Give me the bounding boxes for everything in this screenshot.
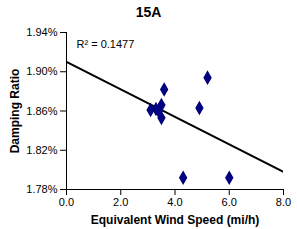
- svg-text:1.82%: 1.82%: [26, 144, 57, 156]
- svg-text:0.0: 0.0: [59, 196, 74, 208]
- svg-text:1.78%: 1.78%: [26, 183, 57, 195]
- svg-text:Equivalent Wind Speed (mi/h): Equivalent Wind Speed (mi/h): [91, 213, 260, 227]
- html-text:15A: 15A: [135, 4, 162, 20]
- svg-text:Damping Ratio: Damping Ratio: [8, 69, 22, 154]
- svg-text:2.0: 2.0: [113, 196, 128, 208]
- svg-text:1.94%: 1.94%: [26, 26, 57, 38]
- svg-text:8.0: 8.0: [276, 196, 291, 208]
- svg-text:4.0: 4.0: [167, 196, 182, 208]
- svg-text:6.0: 6.0: [222, 196, 237, 208]
- svg-text:1.90%: 1.90%: [26, 65, 57, 77]
- svg-text:1.86%: 1.86%: [26, 105, 57, 117]
- svg-text:R² = 0.1477: R² = 0.1477: [77, 38, 135, 50]
